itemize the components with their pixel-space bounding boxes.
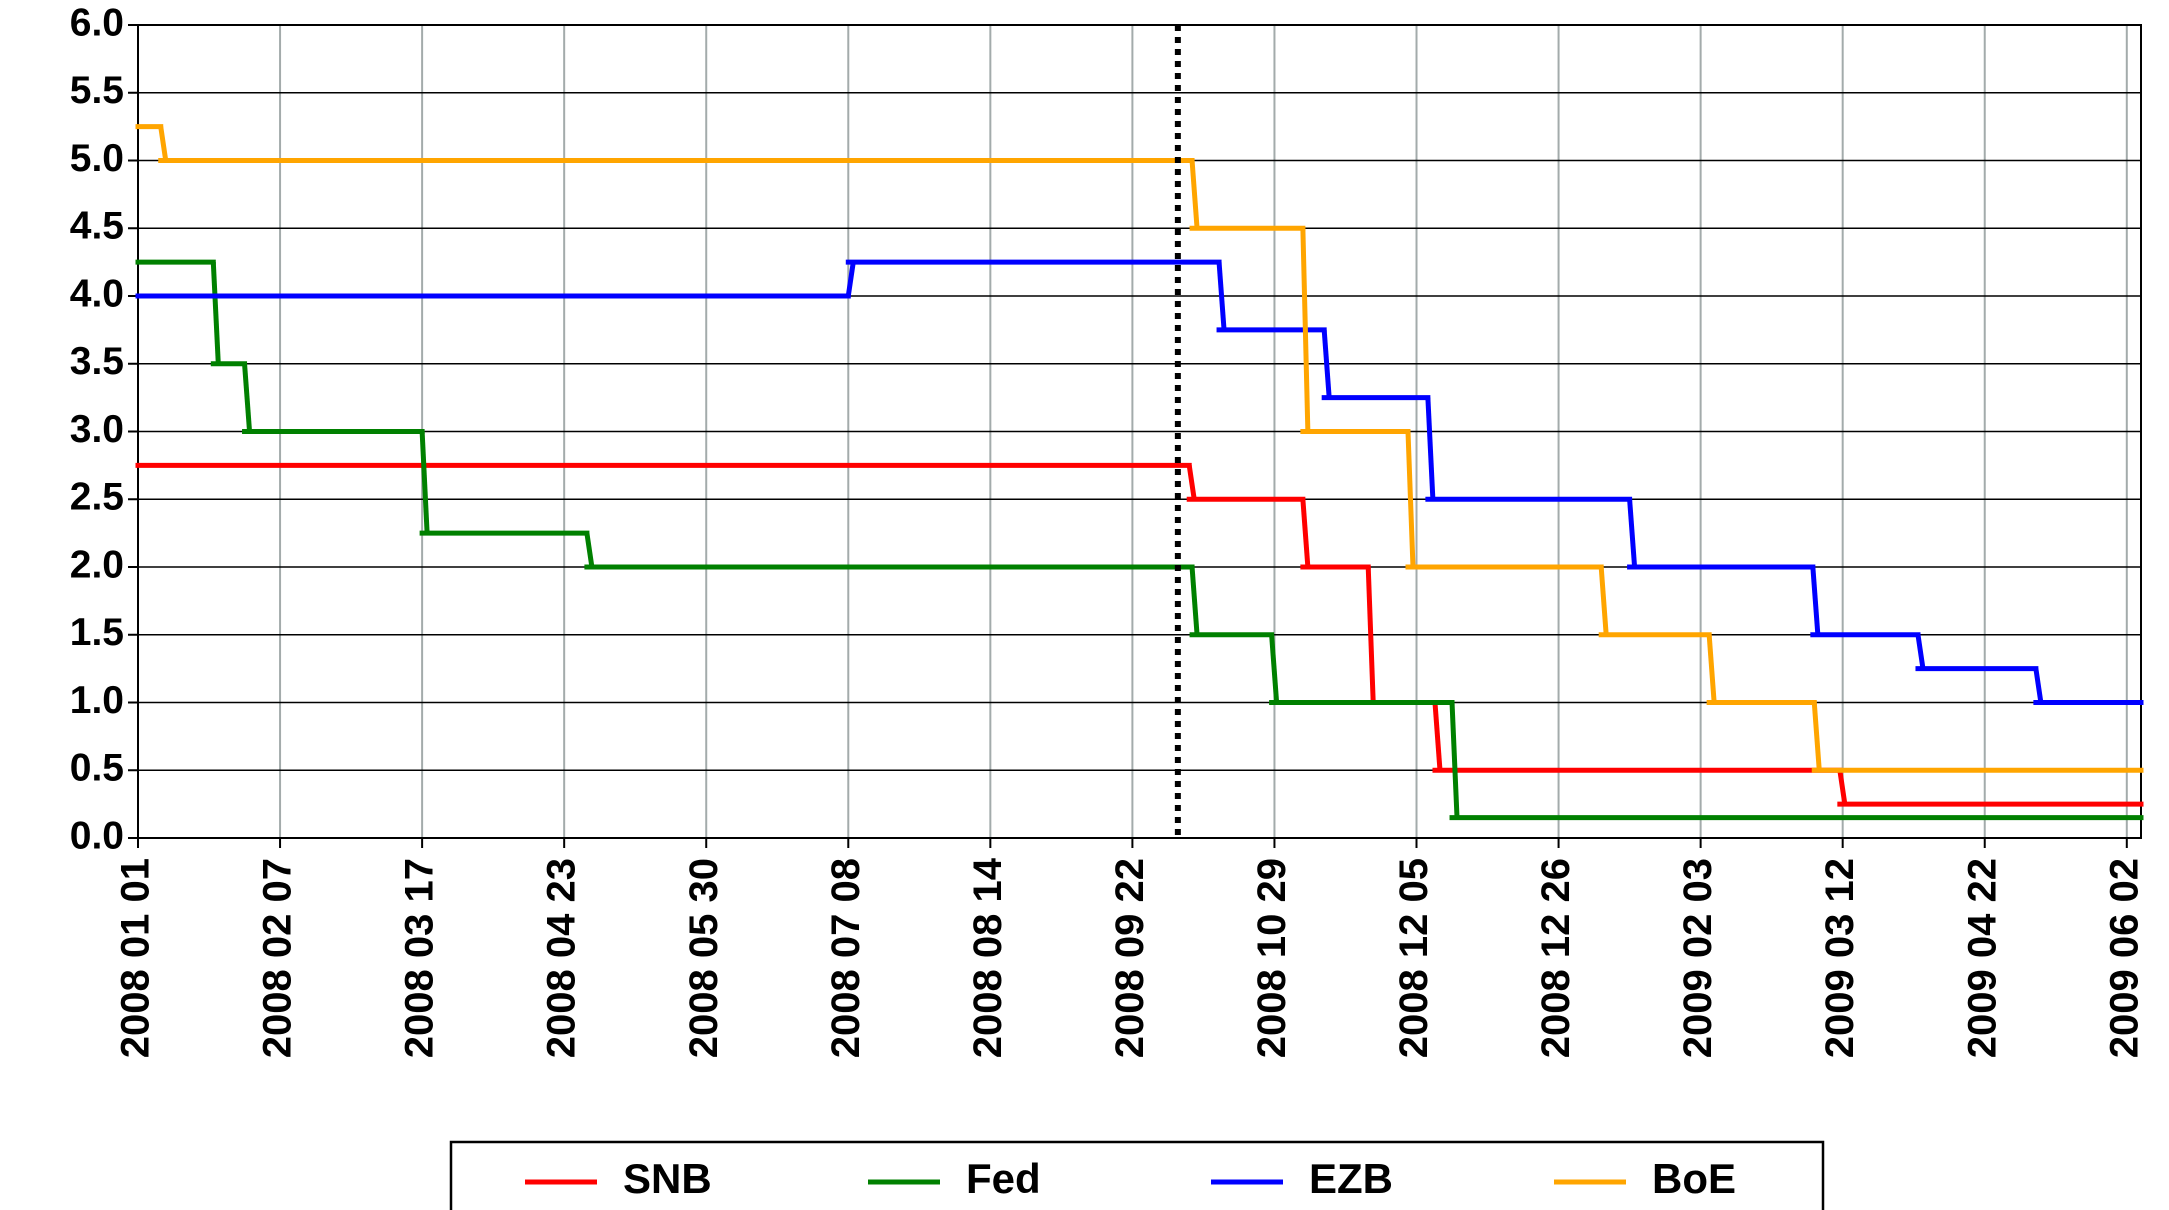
step-riser: [1425, 397, 1436, 500]
y-tick-label: 0.0: [70, 814, 124, 857]
step-riser: [1300, 228, 1311, 432]
step-riser: [584, 532, 595, 568]
y-tick-label: 5.0: [70, 137, 124, 180]
step-riser: [1449, 702, 1460, 818]
step-riser: [1405, 431, 1416, 568]
y-tick-label: 5.5: [70, 69, 124, 112]
step-riser: [158, 126, 169, 161]
x-tick-label: 2008 05 30: [682, 858, 726, 1058]
step-riser: [1810, 566, 1821, 635]
x-tick-label: 2009 06 02: [2102, 858, 2146, 1058]
x-tick-label: 2008 02 07: [256, 858, 300, 1058]
step-riser: [1837, 769, 1848, 805]
step-riser: [1811, 702, 1822, 771]
y-tick-label: 4.0: [70, 272, 124, 315]
y-tick-label: 4.5: [70, 205, 124, 248]
y-tick-label: 2.5: [70, 476, 124, 519]
step-riser: [242, 363, 253, 432]
y-tick-label: 1.5: [70, 611, 124, 654]
x-tick-label: 2008 04 23: [540, 858, 584, 1058]
legend-label: SNB: [623, 1155, 712, 1202]
legend-box: [449, 1140, 1825, 1210]
legend-label: BoE: [1652, 1155, 1736, 1202]
x-tick-label: 2009 03 12: [1818, 858, 1862, 1058]
y-tick-label: 2.0: [70, 543, 124, 586]
series-line: [135, 259, 2144, 821]
step-riser: [845, 261, 856, 297]
step-riser: [1186, 465, 1197, 500]
step-riser: [1300, 499, 1311, 568]
x-tick-label: 2008 12 05: [1392, 858, 1436, 1058]
y-tick-label: 0.5: [70, 747, 124, 790]
step-riser: [1189, 566, 1200, 635]
step-riser: [1432, 702, 1443, 771]
series-line: [135, 259, 2144, 705]
y-tick-label: 3.0: [70, 408, 124, 451]
step-riser: [1365, 566, 1376, 703]
step-riser: [1915, 634, 1926, 669]
y-tick-label: 1.0: [70, 679, 124, 722]
step-riser: [1269, 634, 1280, 703]
y-tick-label: 3.5: [70, 340, 124, 383]
step-riser: [1706, 634, 1717, 703]
x-tick-label: 2008 08 14: [966, 857, 1010, 1058]
step-riser: [210, 262, 221, 364]
x-tick-label: 2009 04 22: [1960, 858, 2004, 1058]
plot-frame: [137, 24, 2142, 839]
x-tick-label: 2008 01 01: [114, 858, 158, 1058]
legend-label: Fed: [966, 1155, 1041, 1202]
step-riser: [1216, 261, 1227, 331]
step-riser: [2033, 668, 2044, 703]
x-tick-label: 2008 03 17: [398, 858, 442, 1058]
y-tick-label: 6.0: [70, 1, 124, 44]
legend-label: EZB: [1309, 1155, 1393, 1202]
step-riser: [1321, 329, 1332, 398]
step-riser: [1627, 499, 1638, 568]
series-line: [135, 124, 2144, 773]
step-riser: [1598, 566, 1609, 635]
step-riser: [1189, 160, 1200, 229]
x-tick-label: 2009 02 03: [1676, 858, 1720, 1058]
step-riser: [419, 431, 430, 534]
x-tick-label: 2008 09 22: [1108, 858, 1152, 1058]
x-tick-label: 2008 07 08: [824, 858, 868, 1058]
x-tick-label: 2008 10 29: [1250, 858, 1294, 1058]
x-tick-label: 2008 12 26: [1534, 858, 1578, 1058]
